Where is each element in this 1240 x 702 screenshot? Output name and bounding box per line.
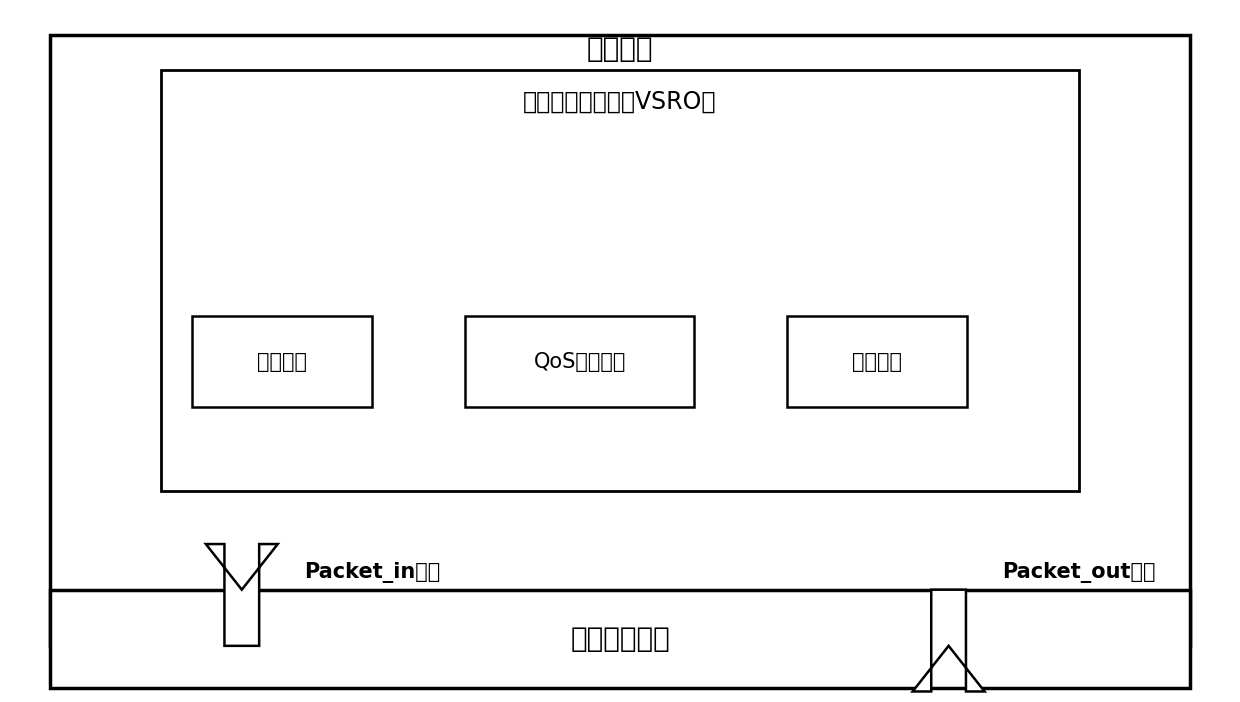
Text: Packet_out消息: Packet_out消息: [1002, 562, 1156, 583]
Text: 底层网络设备: 底层网络设备: [570, 625, 670, 653]
Text: 路由选择: 路由选择: [852, 352, 903, 371]
Bar: [465, 316, 694, 407]
Bar: [50, 35, 1190, 646]
Polygon shape: [913, 590, 985, 691]
Text: 控制平面: 控制平面: [587, 35, 653, 63]
Text: QoS感知模块: QoS感知模块: [533, 352, 626, 371]
Text: 视频流优化模块（VSRO）: 视频流优化模块（VSRO）: [523, 90, 717, 114]
Text: Packet_in消息: Packet_in消息: [304, 562, 440, 583]
Bar: [192, 316, 372, 407]
Text: 监测模块: 监测模块: [257, 352, 308, 371]
Bar: [161, 70, 1079, 491]
Bar: [787, 316, 967, 407]
Polygon shape: [206, 544, 278, 646]
Bar: [50, 590, 1190, 688]
